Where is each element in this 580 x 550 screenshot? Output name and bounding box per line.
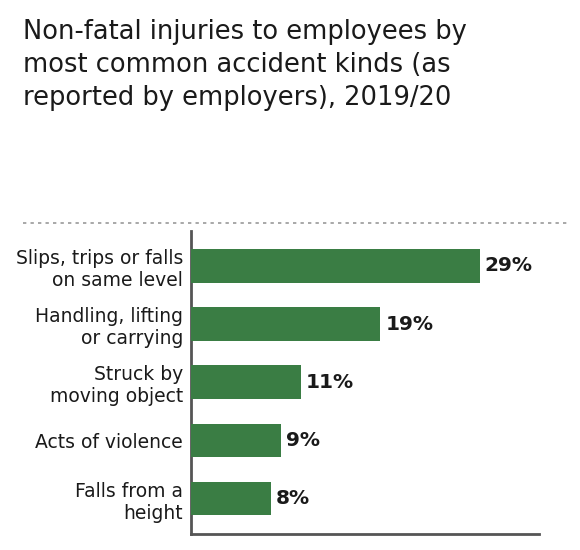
Bar <box>191 424 281 457</box>
Bar <box>191 307 380 341</box>
Text: 29%: 29% <box>485 256 532 276</box>
Text: 9%: 9% <box>286 431 320 450</box>
Text: 8%: 8% <box>276 489 310 508</box>
Text: 19%: 19% <box>385 315 433 334</box>
Text: Non-fatal injuries to employees by
most common accident kinds (as
reported by em: Non-fatal injuries to employees by most … <box>23 19 467 111</box>
Text: 11%: 11% <box>306 373 354 392</box>
Bar <box>191 365 301 399</box>
Bar <box>191 249 480 283</box>
Bar <box>191 482 271 515</box>
